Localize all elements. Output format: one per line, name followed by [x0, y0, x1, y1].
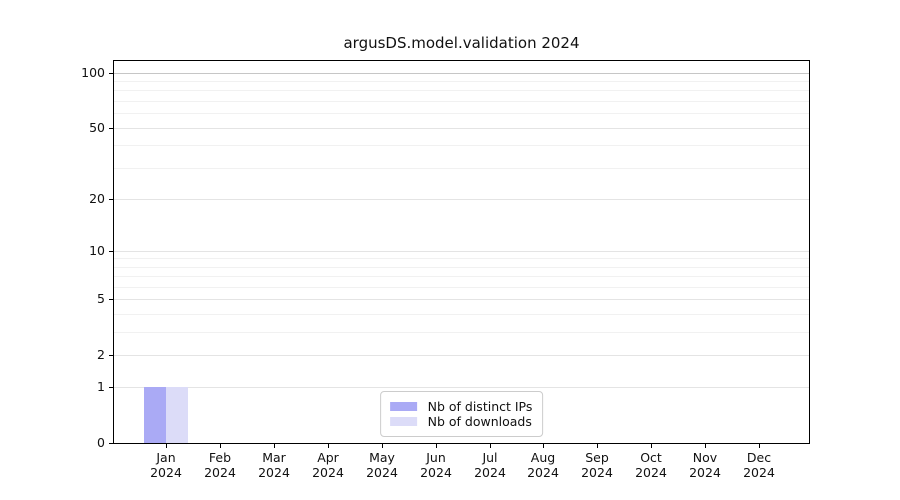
- x-tick-year: 2024: [150, 465, 182, 480]
- x-tick-label: Jul 2024: [462, 450, 518, 480]
- x-tick-mark: [382, 444, 383, 448]
- x-tick-year: 2024: [474, 465, 506, 480]
- x-tick-year: 2024: [635, 465, 667, 480]
- legend-label: Nb of downloads: [427, 414, 532, 429]
- x-tick-year: 2024: [312, 465, 344, 480]
- x-tick-mark: [490, 444, 491, 448]
- x-tick-month: Jun: [426, 450, 446, 465]
- x-tick-mark: [705, 444, 706, 448]
- x-tick-label: Aug 2024: [515, 450, 571, 480]
- bar-nb-of-downloads-jan-2024: [166, 387, 188, 443]
- x-tick-label: Apr 2024: [300, 450, 356, 480]
- y-tick-label: 2: [97, 347, 105, 362]
- x-tick-year: 2024: [420, 465, 452, 480]
- gridline-minor: [114, 145, 809, 146]
- y-tick-label: 50: [89, 120, 105, 135]
- x-tick-label: Nov 2024: [677, 450, 733, 480]
- y-tick-mark: [109, 199, 113, 200]
- x-tick-year: 2024: [527, 465, 559, 480]
- legend-row: Nb of downloads: [389, 414, 533, 429]
- x-tick-label: May 2024: [354, 450, 410, 480]
- gridline-2: [114, 355, 809, 356]
- gridline-10: [114, 251, 809, 252]
- x-tick-mark: [543, 444, 544, 448]
- y-tick-label: 100: [81, 65, 105, 80]
- x-tick-mark: [759, 444, 760, 448]
- y-tick-mark: [109, 73, 113, 74]
- y-tick-label: 1: [97, 379, 105, 394]
- x-tick-year: 2024: [743, 465, 775, 480]
- x-tick-mark: [436, 444, 437, 448]
- x-tick-month: Dec: [746, 450, 772, 465]
- y-tick-label: 5: [97, 291, 105, 306]
- x-tick-month: Jan: [156, 450, 176, 465]
- x-tick-year: 2024: [258, 465, 290, 480]
- grid-layer: [114, 61, 809, 443]
- x-tick-year: 2024: [366, 465, 398, 480]
- gridline-1: [114, 387, 809, 388]
- chart-title: argusDS.model.validation 2024: [343, 34, 580, 52]
- y-tick-mark: [109, 299, 113, 300]
- gridline-minor: [114, 258, 809, 259]
- x-tick-month: Mar: [262, 450, 286, 465]
- x-tick-month: Jul: [482, 450, 498, 465]
- x-tick-label: Mar 2024: [246, 450, 302, 480]
- x-tick-label: Sep 2024: [569, 450, 625, 480]
- x-tick-mark: [220, 444, 221, 448]
- gridline-20: [114, 199, 809, 200]
- y-tick-mark: [109, 387, 113, 388]
- gridline-minor: [114, 90, 809, 91]
- x-tick-mark: [597, 444, 598, 448]
- gridline-50: [114, 128, 809, 129]
- bar-nb-of-distinct-ips-jan-2024: [144, 387, 166, 443]
- gridline-minor: [114, 332, 809, 333]
- y-tick-mark: [109, 443, 113, 444]
- gridline-100: [114, 73, 809, 74]
- bars-layer: [114, 61, 809, 443]
- x-tick-mark: [328, 444, 329, 448]
- x-tick-label: Feb 2024: [192, 450, 248, 480]
- legend-swatch-nb-of-distinct-ips: [389, 402, 417, 411]
- legend-swatch-nb-of-downloads: [389, 417, 417, 426]
- x-tick-label: Jun 2024: [408, 450, 464, 480]
- gridline-minor: [114, 101, 809, 102]
- gridline-minor: [114, 287, 809, 288]
- gridline-minor: [114, 276, 809, 277]
- legend-label: Nb of distinct IPs: [427, 399, 533, 414]
- x-tick-year: 2024: [204, 465, 236, 480]
- x-tick-mark: [651, 444, 652, 448]
- legend-row: Nb of distinct IPs: [389, 399, 533, 414]
- y-tick-mark: [109, 355, 113, 356]
- x-tick-month: Feb: [208, 450, 232, 465]
- gridline-minor: [114, 267, 809, 268]
- y-tick-mark: [109, 128, 113, 129]
- x-tick-label: Jan 2024: [138, 450, 194, 480]
- x-tick-mark: [166, 444, 167, 448]
- x-tick-mark: [274, 444, 275, 448]
- legend: Nb of distinct IPs Nb of downloads: [379, 391, 544, 437]
- x-tick-month: May: [369, 450, 395, 465]
- x-tick-year: 2024: [689, 465, 721, 480]
- x-tick-month: Apr: [317, 450, 339, 465]
- y-tick-label: 20: [89, 191, 105, 206]
- x-tick-month: Aug: [530, 450, 556, 465]
- gridline-5: [114, 299, 809, 300]
- gridline-minor: [114, 81, 809, 82]
- gridline-minor: [114, 314, 809, 315]
- plot-area: Nb of distinct IPs Nb of downloads: [113, 60, 810, 444]
- x-tick-label: Oct 2024: [623, 450, 679, 480]
- x-tick-month: Oct: [640, 450, 662, 465]
- x-tick-label: Dec 2024: [731, 450, 787, 480]
- x-tick-year: 2024: [581, 465, 613, 480]
- y-tick-mark: [109, 251, 113, 252]
- x-tick-month: Sep: [585, 450, 609, 465]
- y-tick-label: 10: [89, 243, 105, 258]
- y-tick-label: 0: [97, 435, 105, 450]
- gridline-minor: [114, 113, 809, 114]
- gridline-minor: [114, 168, 809, 169]
- x-tick-month: Nov: [692, 450, 718, 465]
